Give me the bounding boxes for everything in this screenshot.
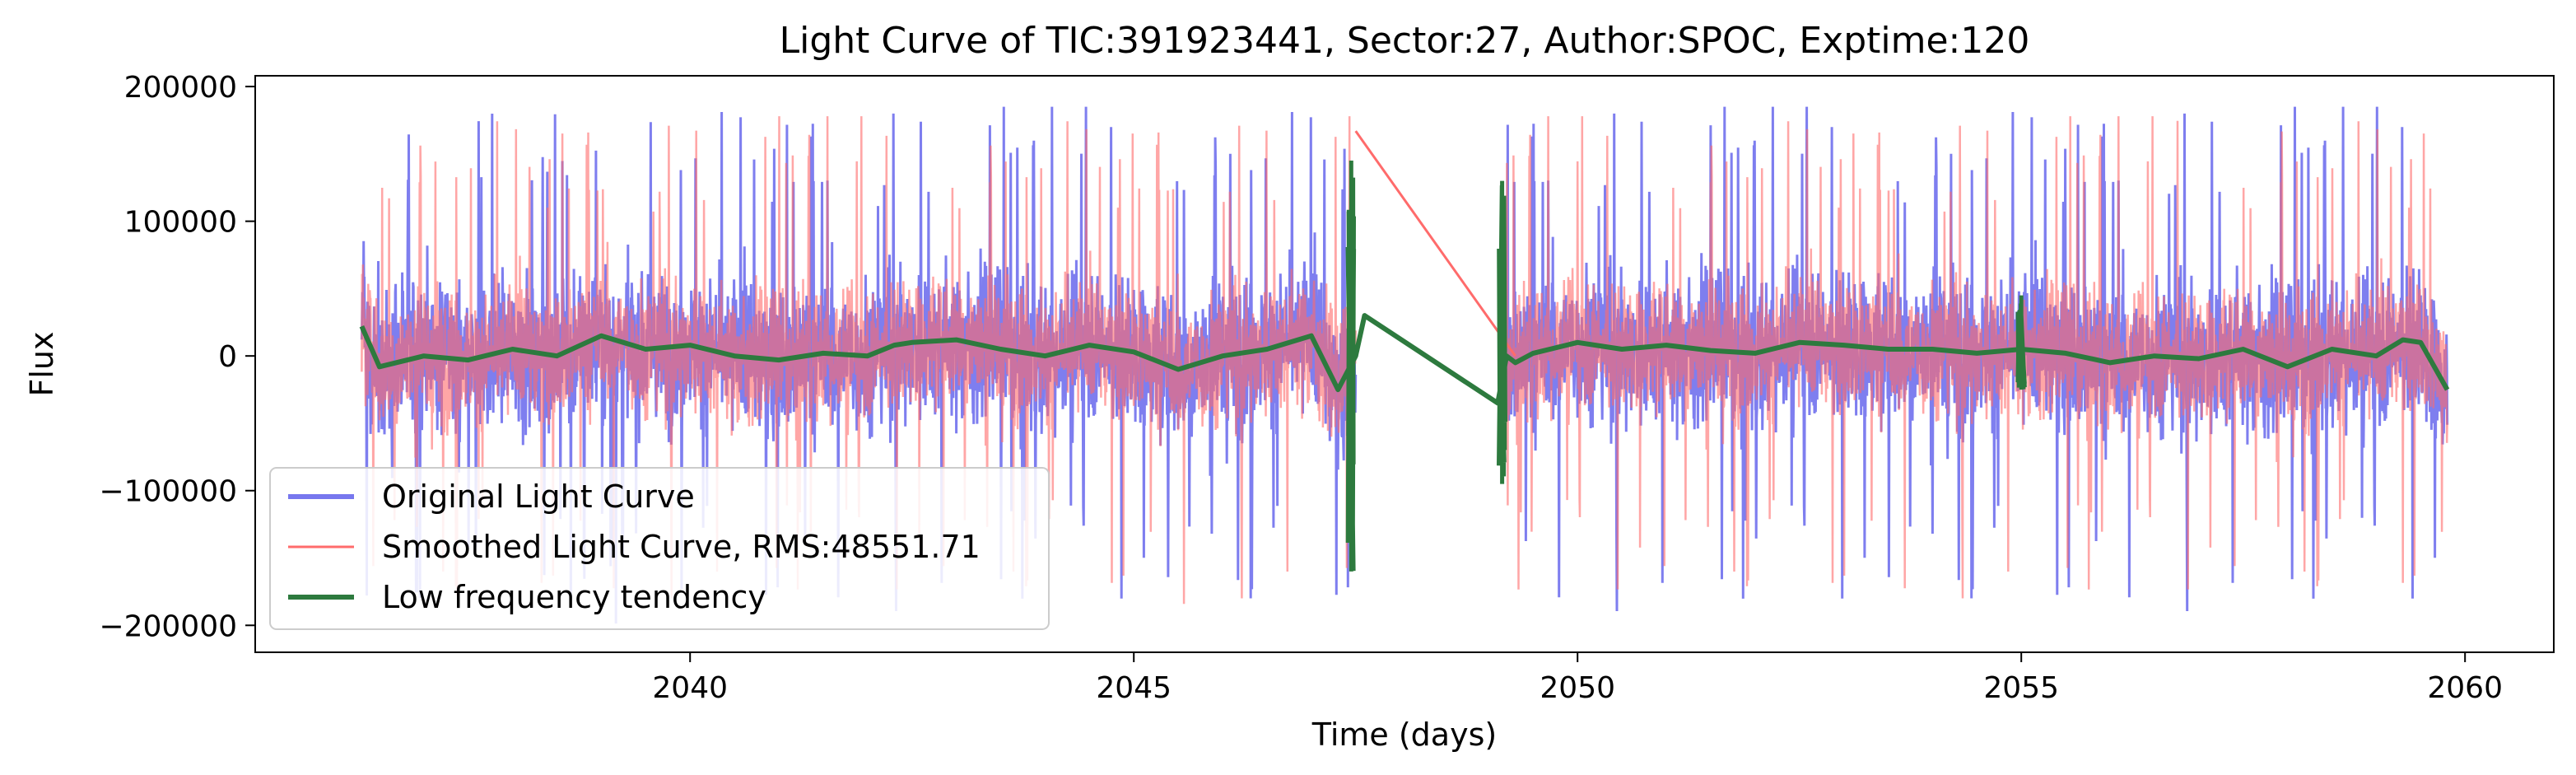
x-tick-label: 2060 xyxy=(2427,671,2503,705)
legend-label-original: Original Light Curve xyxy=(382,479,695,515)
x-tick-label: 2045 xyxy=(1096,671,1172,705)
low-frequency-tendency-line xyxy=(359,313,2450,406)
legend-box xyxy=(269,467,1050,630)
plot-frame xyxy=(254,75,2555,653)
chart-title: Light Curve of TIC:391923441, Sector:27,… xyxy=(780,20,2030,62)
x-tick-label: 2050 xyxy=(1540,671,1615,705)
y-tick-label: −100000 xyxy=(99,475,237,509)
y-tick-label: 100000 xyxy=(124,206,237,240)
y-axis: −200000 −100000 0 100000 200000 xyxy=(99,71,255,643)
x-axis-label: Time (days) xyxy=(1311,717,1497,753)
x-axis: 2040 2045 2050 2055 2060 xyxy=(652,652,2503,705)
x-tick-label: 2055 xyxy=(1983,671,2059,705)
legend-label-low-frequency: Low frequency tendency xyxy=(382,579,766,615)
legend: Original Light Curve Smoothed Light Curv… xyxy=(269,467,1050,630)
x-tick-label: 2040 xyxy=(652,671,728,705)
low-frequency-spike xyxy=(2015,295,2027,390)
low-frequency-spike xyxy=(1497,180,1507,484)
y-tick-label: −200000 xyxy=(99,609,237,643)
smoothed-light-curve-bridge xyxy=(1354,130,1516,357)
y-tick-label: 200000 xyxy=(124,71,237,105)
y-axis-label: Flux xyxy=(24,332,60,397)
y-tick-label: 0 xyxy=(218,340,237,374)
smoothed-light-curve-line xyxy=(1505,116,2448,599)
low-frequency-spike xyxy=(1345,161,1357,572)
legend-label-smoothed: Smoothed Light Curve, RMS:48551.71 xyxy=(382,529,981,565)
